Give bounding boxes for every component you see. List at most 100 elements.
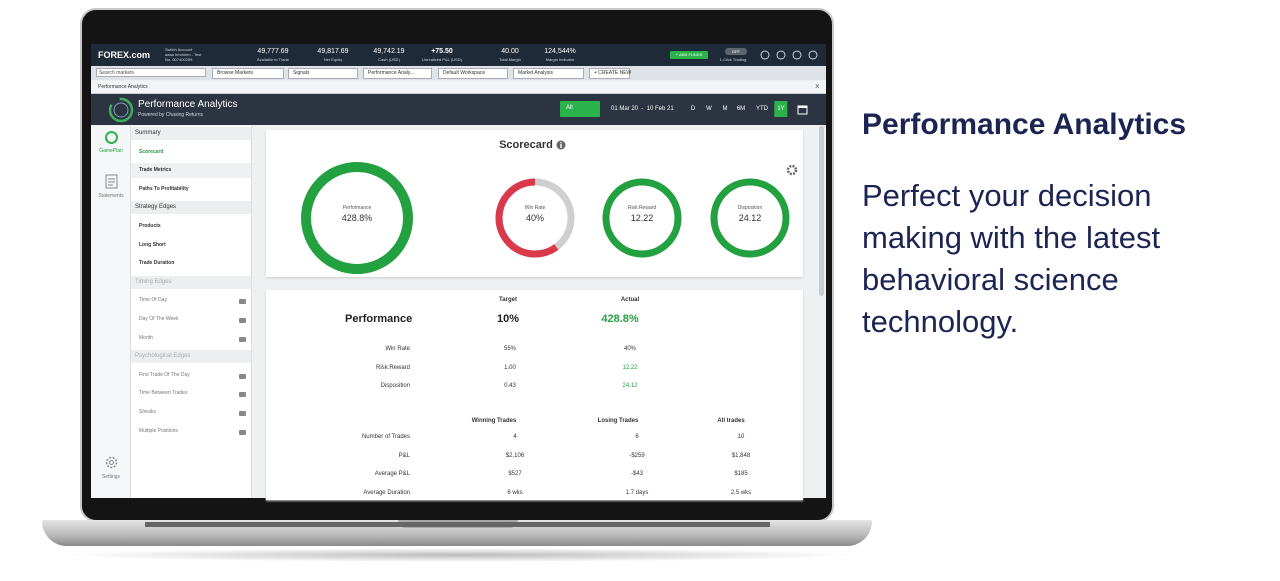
sidebar-section: Strategy Edges	[135, 204, 177, 211]
filter-dropdown[interactable]	[560, 101, 600, 117]
lock-icon	[239, 336, 246, 342]
sidebar	[131, 126, 252, 498]
tab[interactable]: Browse Markets	[212, 68, 284, 79]
period-button[interactable]: 1Y	[774, 101, 788, 117]
sidebar-section-bg	[131, 127, 251, 140]
cell: 4	[513, 434, 517, 440]
lock-icon	[239, 299, 246, 305]
actual-value: 428.8%	[601, 313, 639, 325]
sidebar-item[interactable]: First Trade Of The Day	[139, 371, 190, 378]
cell: -$43	[630, 471, 644, 478]
rail-label: GamePlan	[99, 148, 123, 154]
sidebar-item[interactable]: Trade Duration	[139, 260, 175, 267]
sidebar-item[interactable]: Multiple Positions	[139, 427, 178, 434]
top-icons	[760, 50, 818, 60]
stat-value: 40.00	[501, 48, 519, 55]
keyboard-strip	[145, 522, 770, 527]
cell: $2,106	[505, 452, 525, 459]
sidebar-item[interactable]: Paths To Profitability	[139, 185, 189, 192]
sidebar-item[interactable]: Products	[139, 223, 161, 229]
stat-label: Cash (USD)	[378, 57, 400, 62]
sidebar-item[interactable]: Scorecard	[139, 148, 164, 155]
app-subtitle: Powered by Chasing Returns	[138, 112, 204, 118]
close-icon: ×	[815, 82, 820, 91]
target-value: 10%	[496, 313, 520, 325]
gauges	[301, 162, 790, 274]
toggle-label: 1-Click Trading	[719, 57, 747, 62]
logo: FOREX.com	[98, 50, 151, 60]
row-label: Disposition	[380, 383, 410, 389]
cell: 6 wks	[507, 489, 523, 496]
calendar-icon[interactable]	[797, 104, 808, 115]
stat-value: +75.50	[431, 48, 453, 55]
search-box[interactable]: Search markets	[96, 68, 206, 77]
gauge-label: Performance	[342, 205, 372, 211]
cell: 1.7 days	[625, 489, 649, 496]
lock-icon	[239, 411, 246, 416]
cell: 6	[635, 434, 639, 440]
app-title: Performance Analytics	[138, 99, 238, 110]
stat-label: Net Equity	[323, 57, 343, 62]
topbar	[91, 44, 826, 66]
headline-title: Performance Analytics	[862, 108, 1187, 141]
tab[interactable]: Market Analysis	[513, 68, 584, 79]
row-label: P&L	[398, 452, 410, 459]
period-button[interactable]: 6M	[736, 106, 746, 112]
sidebar-hover-bg	[131, 163, 251, 179]
cell: 40%	[623, 346, 637, 352]
sidebar-item[interactable]: Streaks	[139, 409, 156, 415]
sidebar-item[interactable]: Trade Metrics	[139, 167, 172, 174]
cell: $185	[734, 471, 748, 478]
sidebar-section: Psychological Edges	[135, 353, 191, 360]
stat-value: 49,742.19	[373, 48, 405, 55]
info-icon[interactable]	[556, 140, 566, 150]
settings-gear[interactable]	[786, 164, 798, 176]
sidebar-item[interactable]: Month	[139, 334, 153, 341]
sidebar-item[interactable]: Day Of The Week	[139, 316, 179, 322]
table-header: Losing Trades	[597, 418, 639, 424]
stat-label: Unrealized P&L (USD)	[422, 57, 462, 62]
lock-icon	[239, 392, 246, 398]
sidebar-item[interactable]: Time Between Trades	[139, 390, 188, 397]
add-funds-button[interactable]: + ADD FUNDS	[670, 51, 708, 59]
toggle[interactable]: OFF	[725, 48, 747, 55]
cell: 0.43	[504, 383, 516, 389]
tab[interactable]: Signals	[288, 68, 358, 79]
gameplan-icon[interactable]	[104, 130, 119, 145]
gauge-value: 12.22	[630, 213, 654, 223]
gauge-value: 428.8%	[341, 213, 373, 223]
app-logo	[108, 97, 134, 123]
stat-value: 49,777.69	[257, 48, 289, 55]
stat-value: 49,817.69	[317, 48, 349, 55]
tab[interactable]: + CREATE NEW	[589, 68, 631, 79]
tab[interactable]: Default Workspace	[438, 68, 508, 79]
cell: 2.5 wks	[730, 489, 752, 496]
gauge-label: Risk:Reward	[627, 205, 657, 211]
period-button[interactable]: M	[722, 106, 728, 112]
sidebar-section-bg	[131, 275, 251, 289]
app-header	[91, 94, 826, 125]
stat-label: Total Margin	[499, 57, 521, 62]
sidebar-item[interactable]: Long Short	[139, 241, 166, 248]
period-button[interactable]: W	[706, 106, 712, 112]
period-button[interactable]: YTD	[756, 106, 768, 112]
lock-icon	[239, 373, 246, 379]
statements-icon[interactable]	[104, 174, 119, 189]
row-label: Win Rate	[385, 346, 410, 352]
panel-tab[interactable]: Performance Analytics	[98, 84, 148, 90]
tab[interactable]: Performance Analy...	[363, 68, 432, 79]
sidebar-item[interactable]: Time Of Day	[139, 297, 167, 304]
scorecard-title: Scorecard	[499, 139, 553, 151]
row-label: Risk:Reward	[375, 364, 410, 371]
table-header: All trades	[717, 418, 745, 424]
gauge-value: 40%	[525, 213, 545, 223]
scrollbar	[819, 126, 824, 296]
rail-label: Settings	[101, 474, 121, 480]
account-line: No. 007400259	[165, 57, 193, 62]
period-button[interactable]: D	[690, 106, 696, 112]
cell: 12.22	[622, 364, 638, 371]
settings-icon[interactable]	[104, 455, 119, 470]
cell: -$259	[629, 452, 645, 459]
table-header: Target	[499, 297, 517, 303]
date-range: 01 Mar 20 - 10 Feb 21	[611, 106, 674, 112]
